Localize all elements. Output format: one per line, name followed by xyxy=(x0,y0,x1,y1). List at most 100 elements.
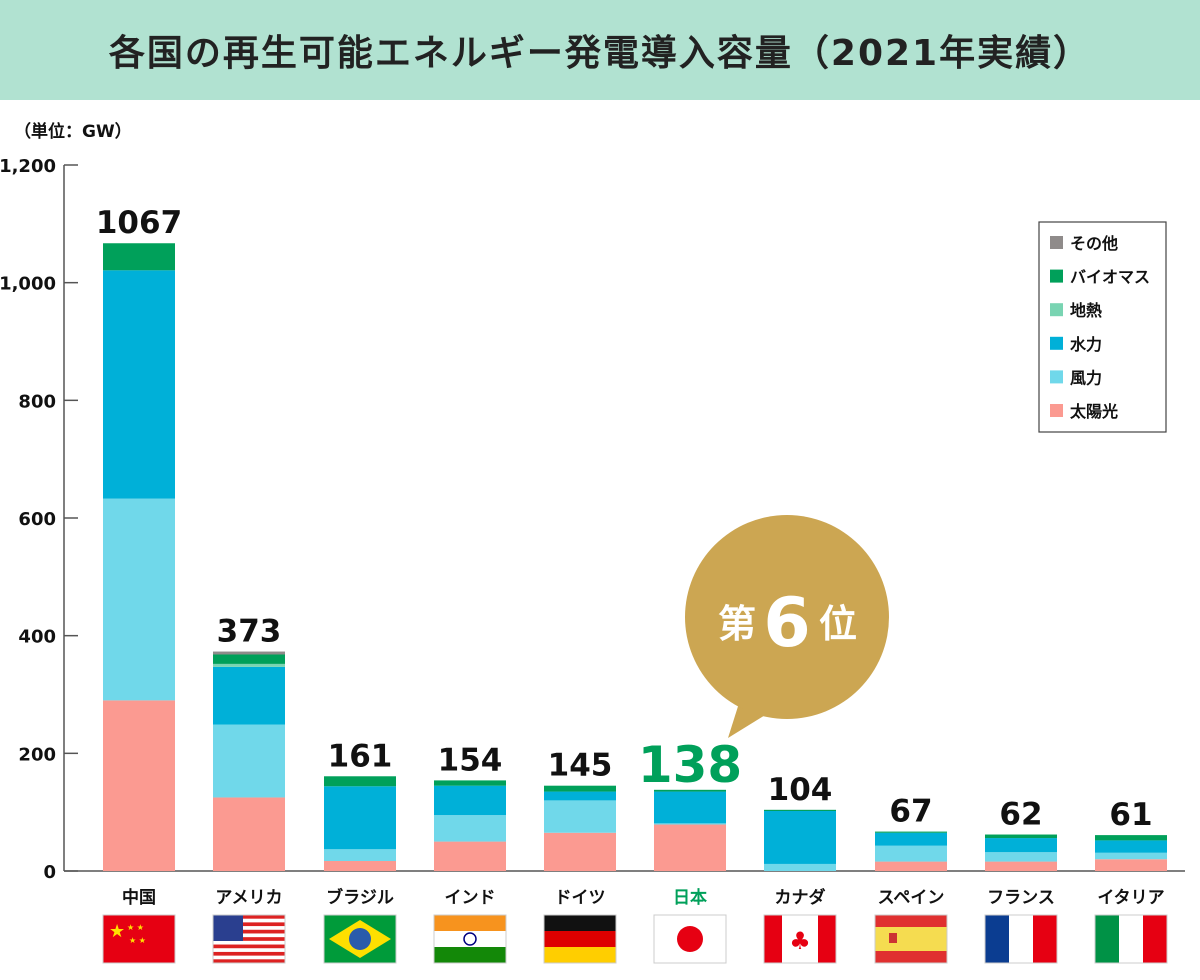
bar-segment-風力 xyxy=(213,724,285,798)
legend-label: 水力 xyxy=(1070,335,1102,354)
bar-total-label: 104 xyxy=(768,772,833,808)
bar-segment-バイオマス xyxy=(213,654,285,664)
flag-part xyxy=(875,951,947,963)
flag-border xyxy=(433,914,507,964)
bar-total-label: 1067 xyxy=(96,205,182,241)
flag-part xyxy=(544,931,616,947)
flag-part xyxy=(875,915,947,927)
bar-segment-太陽光 xyxy=(654,824,726,871)
y-tick-label: 400 xyxy=(18,627,56,648)
legend-swatch xyxy=(1050,236,1063,249)
flag-part xyxy=(818,915,836,963)
y-tick-label: 200 xyxy=(18,744,56,765)
flag-part xyxy=(1033,915,1057,963)
legend-swatch xyxy=(1050,370,1063,384)
bar-segment-水力 xyxy=(654,791,726,824)
flag-part xyxy=(434,947,506,963)
bar-segment-風力 xyxy=(764,863,836,871)
flag-part xyxy=(434,915,506,931)
flag-india-icon xyxy=(433,914,507,964)
flag-border xyxy=(102,914,176,964)
flag-china-icon: ★ ★ ★★ ★ xyxy=(102,914,176,964)
y-tick-label: 800 xyxy=(18,391,56,412)
flag-part xyxy=(764,915,782,963)
bar-segment-太陽光 xyxy=(213,797,285,871)
flag-border xyxy=(323,914,397,964)
flag-spain-icon xyxy=(874,914,948,964)
x-tick-label: インド xyxy=(445,888,496,908)
bar-segment-バイオマス xyxy=(875,831,947,833)
bar-segment-太陽光 xyxy=(544,832,616,871)
flag-part xyxy=(213,951,285,956)
bar-segment-水力 xyxy=(324,786,396,850)
bar-segment-水力 xyxy=(213,666,285,725)
bar-segment-風力 xyxy=(1095,852,1167,860)
bar-segment-風力 xyxy=(654,823,726,825)
flag-france-icon xyxy=(984,914,1058,964)
bar-segment-その他 xyxy=(213,651,285,655)
flag-border xyxy=(874,914,948,964)
bar-segment-地熱 xyxy=(213,663,285,667)
x-tick-label: フランス xyxy=(987,888,1055,908)
bar-segment-バイオマス xyxy=(654,789,726,792)
x-tick-label: 中国 xyxy=(122,887,156,908)
flag-border xyxy=(653,914,727,964)
flag-part xyxy=(213,915,285,919)
badge-suffix: 位 xyxy=(819,602,857,646)
flag-part xyxy=(103,915,175,963)
flag-part xyxy=(544,915,616,931)
legend-label: バイオマス xyxy=(1070,268,1150,287)
bar-segment-太陽光 xyxy=(1095,859,1167,871)
badge-number: 6 xyxy=(763,584,810,663)
flag-part xyxy=(1143,915,1167,963)
badge-circle xyxy=(685,515,889,719)
bar-total-label: 62 xyxy=(999,797,1042,833)
bar-total-label: 61 xyxy=(1109,797,1152,833)
x-tick-label: スペイン xyxy=(878,888,945,908)
flag-border xyxy=(763,914,837,964)
flag-border xyxy=(543,914,617,964)
bar-segment-太陽光 xyxy=(985,861,1057,871)
flag-italy-icon xyxy=(1094,914,1168,964)
flag-part xyxy=(213,929,285,934)
bar-segment-水力 xyxy=(985,838,1057,853)
legend-swatch xyxy=(1050,303,1063,317)
legend-swatch xyxy=(1050,269,1063,283)
bar-segment-風力 xyxy=(544,800,616,833)
x-tick-label: アメリカ xyxy=(215,888,282,908)
bar-segment-バイオマス xyxy=(544,785,616,792)
bar-segment-バイオマス xyxy=(103,243,175,271)
bar-segment-バイオマス xyxy=(434,780,506,786)
x-tick-label: 日本 xyxy=(673,887,707,908)
bar-segment-風力 xyxy=(985,852,1057,862)
bar-total-label: 373 xyxy=(217,614,282,650)
chart-title: 各国の再生可能エネルギー発電導入容量（2021年実績） xyxy=(108,33,1092,74)
flag-part xyxy=(463,932,477,946)
legend-swatch xyxy=(1050,336,1063,350)
bar-segment-バイオマス xyxy=(985,834,1057,839)
legend-label: その他 xyxy=(1070,234,1118,253)
bar-segment-太陽光 xyxy=(103,700,175,871)
bar-segment-水力 xyxy=(764,810,836,864)
legend-box xyxy=(1038,221,1167,433)
y-tick-label: 600 xyxy=(18,509,56,530)
flag-brazil-icon xyxy=(323,914,397,964)
flag-part xyxy=(875,927,947,951)
flag-germany-icon xyxy=(543,914,617,964)
bar-segment-水力 xyxy=(1095,840,1167,853)
flag-border xyxy=(984,914,1058,964)
flag-part xyxy=(434,931,506,947)
x-tick-label: ドイツ xyxy=(555,888,606,908)
x-tick-label: ブラジル xyxy=(326,887,394,908)
unit-label: （単位：GW） xyxy=(14,122,132,142)
bar-total-label: 145 xyxy=(548,748,613,784)
bar-segment-水力 xyxy=(434,785,506,816)
flag-part xyxy=(213,922,285,927)
bar-total-label: 67 xyxy=(889,794,932,830)
flag-part xyxy=(889,933,897,943)
legend-label: 太陽光 xyxy=(1069,402,1118,421)
x-tick-label: カナダ xyxy=(775,887,826,908)
bar-total-label: 138 xyxy=(638,736,742,794)
